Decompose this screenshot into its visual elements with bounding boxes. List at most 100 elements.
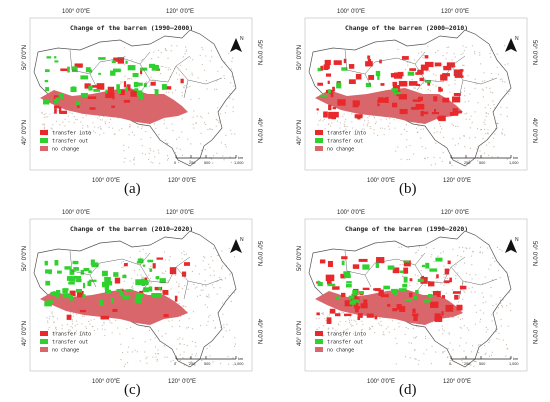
transfer-out-patch — [407, 71, 415, 76]
scale-bar-unit: km — [513, 357, 518, 361]
transfer-out-patch — [72, 260, 79, 265]
latitude-label-right-upper: 50° 0′0″N — [256, 40, 262, 65]
transfer-out-patch — [155, 276, 160, 280]
transfer-into-patch — [438, 115, 446, 122]
transfer-out-patch — [387, 265, 395, 270]
map-figure: 100° 0′0″E 120° 0′0″E 100° 0′0″E 120° 0′0″E… — [297, 210, 537, 385]
transfer-out-patch — [104, 289, 112, 295]
transfer-into-patch — [353, 302, 359, 309]
transfer-out-patch — [57, 270, 62, 274]
transfer-into-patch — [442, 73, 450, 77]
transfer-out-patch — [55, 289, 61, 296]
transfer-out-patch — [383, 285, 390, 290]
transfer-into-patch — [324, 59, 331, 66]
longitude-label-bottom-right: 120° 0′0″E — [443, 379, 471, 385]
transfer-into-patch — [352, 100, 359, 108]
province-boundary — [458, 79, 464, 99]
transfer-out-patch — [116, 84, 120, 91]
legend-label-no-change: no change — [52, 348, 79, 354]
map-panel: 100° 0′0″E 120° 0′0″E 100° 0′0″E 120° 0′0″E… — [0, 0, 275, 201]
legend-swatch-transfer-into — [315, 130, 323, 135]
latitude-label-left-upper: 50° 0′0″N — [297, 45, 303, 70]
transfer-into-patch — [420, 64, 429, 71]
transfer-out-patch — [117, 90, 122, 94]
transfer-out-patch — [45, 87, 49, 92]
transfer-into-patch — [449, 277, 452, 283]
transfer-into-patch — [392, 267, 400, 274]
transfer-out-patch — [341, 67, 348, 71]
province-boundary — [416, 280, 426, 292]
transfer-into-patch — [367, 55, 371, 59]
transfer-into-patch — [392, 308, 398, 312]
transfer-into-patch — [114, 277, 121, 284]
legend-swatch-no-change — [315, 146, 323, 151]
province-boundary — [458, 280, 464, 300]
transfer-into-patch — [415, 103, 425, 110]
legend: transfer into transfer out no change — [40, 130, 91, 153]
province-boundary — [139, 256, 191, 284]
transfer-out-patch — [45, 69, 50, 73]
transfer-into-patch — [332, 86, 335, 92]
transfer-into-patch — [355, 73, 362, 80]
transfer-into-patch — [441, 311, 444, 316]
transfer-out-patch — [80, 93, 88, 98]
transfer-out-patch — [428, 294, 433, 299]
transfer-out-patch — [135, 279, 143, 286]
transfer-out-patch — [317, 67, 321, 72]
transfer-into-patch — [326, 281, 332, 285]
legend-swatch-transfer-into — [315, 331, 323, 336]
north-arrow-icon: N — [505, 36, 519, 52]
legend-swatch-no-change — [40, 347, 48, 352]
transfer-out-patch — [134, 82, 143, 86]
transfer-out-patch — [140, 67, 148, 71]
transfer-out-patch — [345, 284, 352, 288]
longitude-label-top-left: 100° 0′0″E — [62, 210, 90, 216]
transfer-out-patch — [134, 297, 142, 304]
transfer-into-patch — [431, 112, 440, 115]
transfer-into-patch — [320, 65, 324, 71]
transfer-into-patch — [341, 256, 348, 260]
transfer-out-patch — [155, 293, 159, 299]
transfer-out-patch — [134, 88, 139, 92]
province-boundary — [450, 65, 498, 85]
transfer-into-patch — [184, 262, 190, 266]
transfer-out-patch — [69, 269, 75, 275]
transfer-into-patch — [415, 83, 420, 87]
transfer-into-patch — [387, 303, 391, 307]
transfer-out-patch — [83, 267, 90, 272]
panel-letter: (d) — [399, 382, 417, 398]
transfer-into-patch — [436, 274, 439, 279]
legend: transfer into transfer out no change — [315, 130, 366, 153]
transfer-out-patch — [98, 72, 101, 75]
north-label: N — [515, 36, 519, 42]
transfer-out-patch — [143, 287, 150, 293]
transfer-into-patch — [408, 81, 418, 86]
transfer-into-patch — [169, 267, 177, 275]
transfer-into-patch — [397, 71, 404, 77]
legend-swatch-transfer-out — [315, 138, 323, 143]
map-figure: 100° 0′0″E 120° 0′0″E 100° 0′0″E 120° 0′0″E… — [22, 210, 262, 385]
map-frame — [29, 17, 253, 171]
map-figure: 100° 0′0″E 120° 0′0″E 100° 0′0″E 120° 0′0″E… — [22, 9, 262, 184]
transfer-out-patch — [398, 288, 407, 292]
transfer-out-patch — [317, 282, 323, 287]
transfer-into-patch — [174, 295, 178, 302]
transfer-out-patch — [75, 288, 83, 293]
transfer-into-patch — [399, 109, 408, 115]
transfer-into-patch — [105, 91, 114, 99]
transfer-into-patch — [417, 96, 423, 101]
transfer-into-patch — [329, 91, 333, 94]
transfer-into-patch — [341, 292, 346, 298]
transfer-out-patch — [88, 85, 93, 91]
latitude-label-left-lower: 40° 0′0″N — [297, 120, 303, 145]
transfer-out-patch — [425, 262, 430, 269]
transfer-out-patch — [62, 288, 68, 294]
scale-bar-tick-label: 500 — [479, 362, 485, 366]
transfer-into-patch — [380, 294, 389, 298]
transfer-into-patch — [456, 304, 463, 311]
transfer-out-patch — [143, 83, 147, 88]
transfer-into-patch — [54, 105, 60, 109]
transfer-out-patch — [54, 259, 59, 266]
longitude-label-bottom-left: 100° 0′0″E — [367, 379, 395, 385]
transfer-into-patch — [84, 83, 91, 89]
